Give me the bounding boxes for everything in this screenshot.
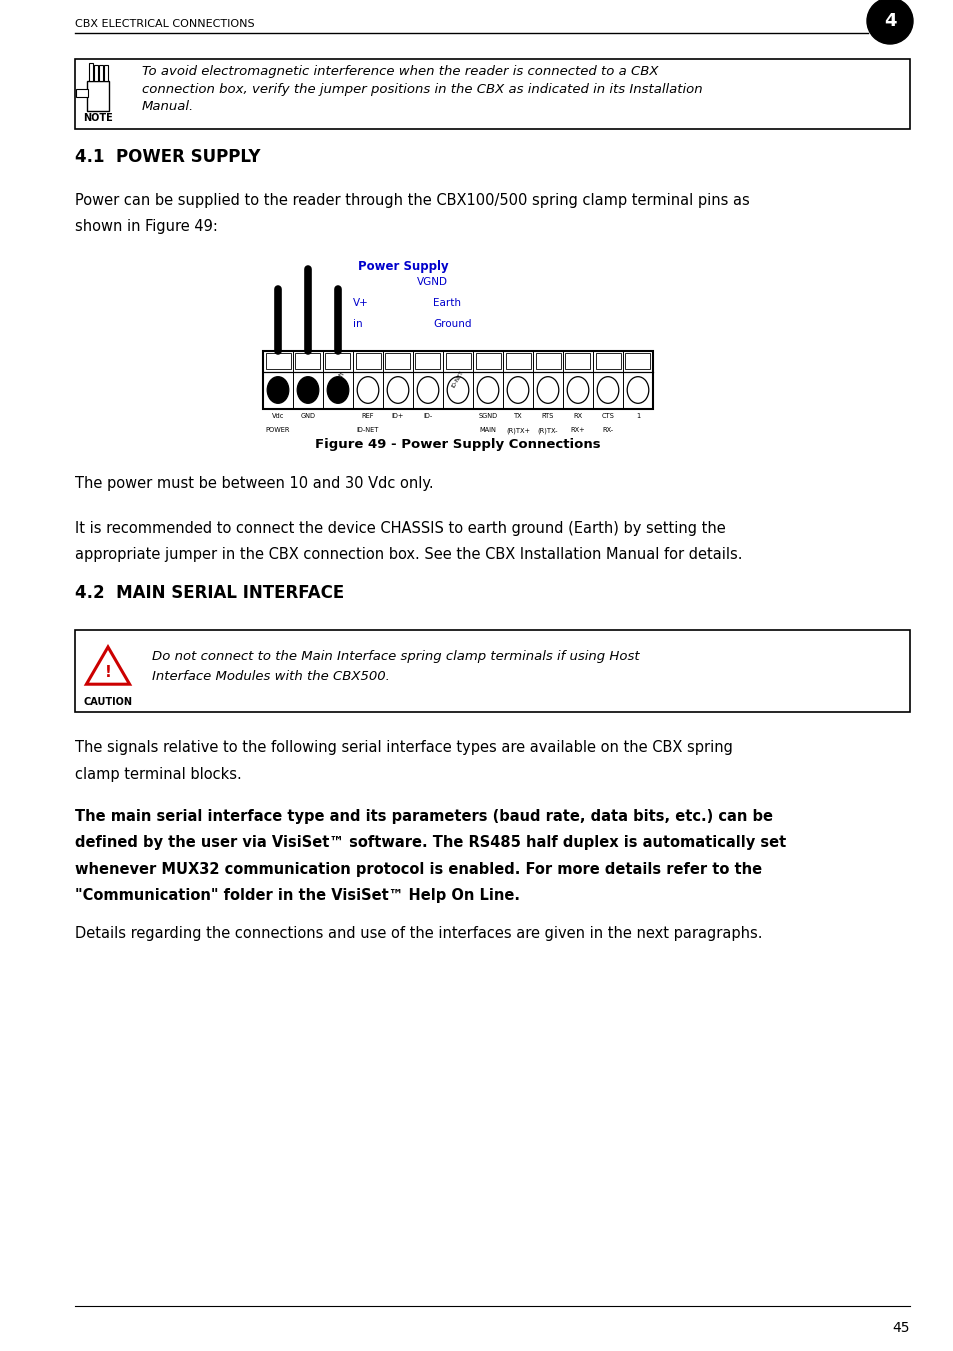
Text: The power must be between 10 and 30 Vdc only.: The power must be between 10 and 30 Vdc … [75,476,434,490]
Bar [75,59,909,128]
Bar [263,350,652,408]
Text: 4.1  POWER SUPPLY: 4.1 POWER SUPPLY [75,149,260,166]
Text: Do not connect to the Main Interface spring clamp terminals if using Host: Do not connect to the Main Interface spr… [152,650,639,662]
Text: MAIN: MAIN [479,427,496,434]
Text: defined by the user via VisiSet™ software. The RS485 half duplex is automaticall: defined by the user via VisiSet™ softwar… [75,835,785,850]
Text: Interface Modules with the CBX500.: Interface Modules with the CBX500. [152,670,390,684]
Text: 4.2  MAIN SERIAL INTERFACE: 4.2 MAIN SERIAL INTERFACE [75,584,344,603]
Bar [505,353,530,369]
Text: The main serial interface type and its parameters (baud rate, data bits, etc.) c: The main serial interface type and its p… [75,808,772,824]
Bar [385,353,410,369]
Text: Power can be supplied to the reader through the CBX100/500 spring clamp terminal: Power can be supplied to the reader thro… [75,193,749,208]
Text: Figure 49 - Power Supply Connections: Figure 49 - Power Supply Connections [314,438,600,450]
Bar [98,65,103,81]
Polygon shape [87,647,130,684]
Text: CBX ELECTRICAL CONNECTIONS: CBX ELECTRICAL CONNECTIONS [75,19,254,28]
Bar [595,353,619,369]
Text: Vdc: Vdc [272,412,284,419]
Text: V+: V+ [353,299,369,308]
Text: whenever MUX32 communication protocol is enabled. For more details refer to the: whenever MUX32 communication protocol is… [75,862,761,877]
Text: RX-: RX- [601,427,613,434]
Bar [416,353,440,369]
Text: ID-NET: ID-NET [356,427,378,434]
Bar [355,353,380,369]
Text: 4: 4 [882,12,895,30]
Bar [76,89,88,97]
Ellipse shape [297,377,318,404]
Text: REF: REF [361,412,374,419]
Ellipse shape [507,377,528,404]
Text: shown in Figure 49:: shown in Figure 49: [75,219,217,235]
Text: "Communication" folder in the VisiSet™ Help On Line.: "Communication" folder in the VisiSet™ H… [75,888,519,902]
Text: Details regarding the connections and use of the interfaces are given in the nex: Details regarding the connections and us… [75,925,761,942]
Text: RX+: RX+ [570,427,585,434]
Ellipse shape [447,377,468,404]
Text: GND: GND [300,412,315,419]
Text: (R)TX+: (R)TX+ [505,427,530,434]
Ellipse shape [626,377,648,404]
Ellipse shape [416,377,438,404]
Text: SGND: SGND [478,412,497,419]
Bar [87,81,109,111]
Text: in: in [353,319,362,328]
Bar [75,630,909,712]
Text: RTS: RTS [541,412,554,419]
Text: 45: 45 [892,1321,909,1335]
Bar [89,63,92,81]
Text: Earth: Earth [433,299,460,308]
Text: The signals relative to the following serial interface types are available on th: The signals relative to the following se… [75,740,732,755]
Text: Earth: Earth [331,370,345,389]
Ellipse shape [327,377,349,404]
Text: NOTE: NOTE [83,113,112,123]
Ellipse shape [537,377,558,404]
Bar [535,353,560,369]
Bar [625,353,650,369]
Ellipse shape [476,377,498,404]
Text: CAUTION: CAUTION [84,697,132,707]
Text: ID+: ID+ [392,412,404,419]
Bar [265,353,291,369]
Text: CTS: CTS [601,412,614,419]
Bar [475,353,500,369]
Text: ID-NET: ID-NET [451,370,464,389]
Text: VGND: VGND [416,277,448,286]
Ellipse shape [597,377,618,404]
Text: appropriate jumper in the CBX connection box. See the CBX Installation Manual fo: appropriate jumper in the CBX connection… [75,547,741,562]
Text: clamp terminal blocks.: clamp terminal blocks. [75,766,241,781]
Bar [93,65,97,81]
Bar [325,353,350,369]
Ellipse shape [356,377,378,404]
Bar [295,353,320,369]
Ellipse shape [567,377,588,404]
Text: TX: TX [513,412,521,419]
Text: connection box, verify the jumper positions in the CBX as indicated in its Insta: connection box, verify the jumper positi… [142,82,702,96]
Text: Manual.: Manual. [142,100,194,113]
Text: Power Supply: Power Supply [357,259,448,273]
Bar [565,353,590,369]
Circle shape [866,0,912,45]
Bar [445,353,470,369]
Text: Ground: Ground [433,319,471,328]
Text: It is recommended to connect the device CHASSIS to earth ground (Earth) by setti: It is recommended to connect the device … [75,520,725,535]
Bar [103,65,108,81]
Text: To avoid electromagnetic interference when the reader is connected to a CBX: To avoid electromagnetic interference wh… [142,65,658,78]
Text: 1: 1 [636,412,639,419]
Text: (R)TX-: (R)TX- [537,427,558,434]
Ellipse shape [267,377,289,404]
Ellipse shape [387,377,409,404]
Text: POWER: POWER [266,427,290,434]
Text: ID-: ID- [423,412,432,419]
Text: !: ! [105,665,112,680]
Text: RX: RX [573,412,582,419]
